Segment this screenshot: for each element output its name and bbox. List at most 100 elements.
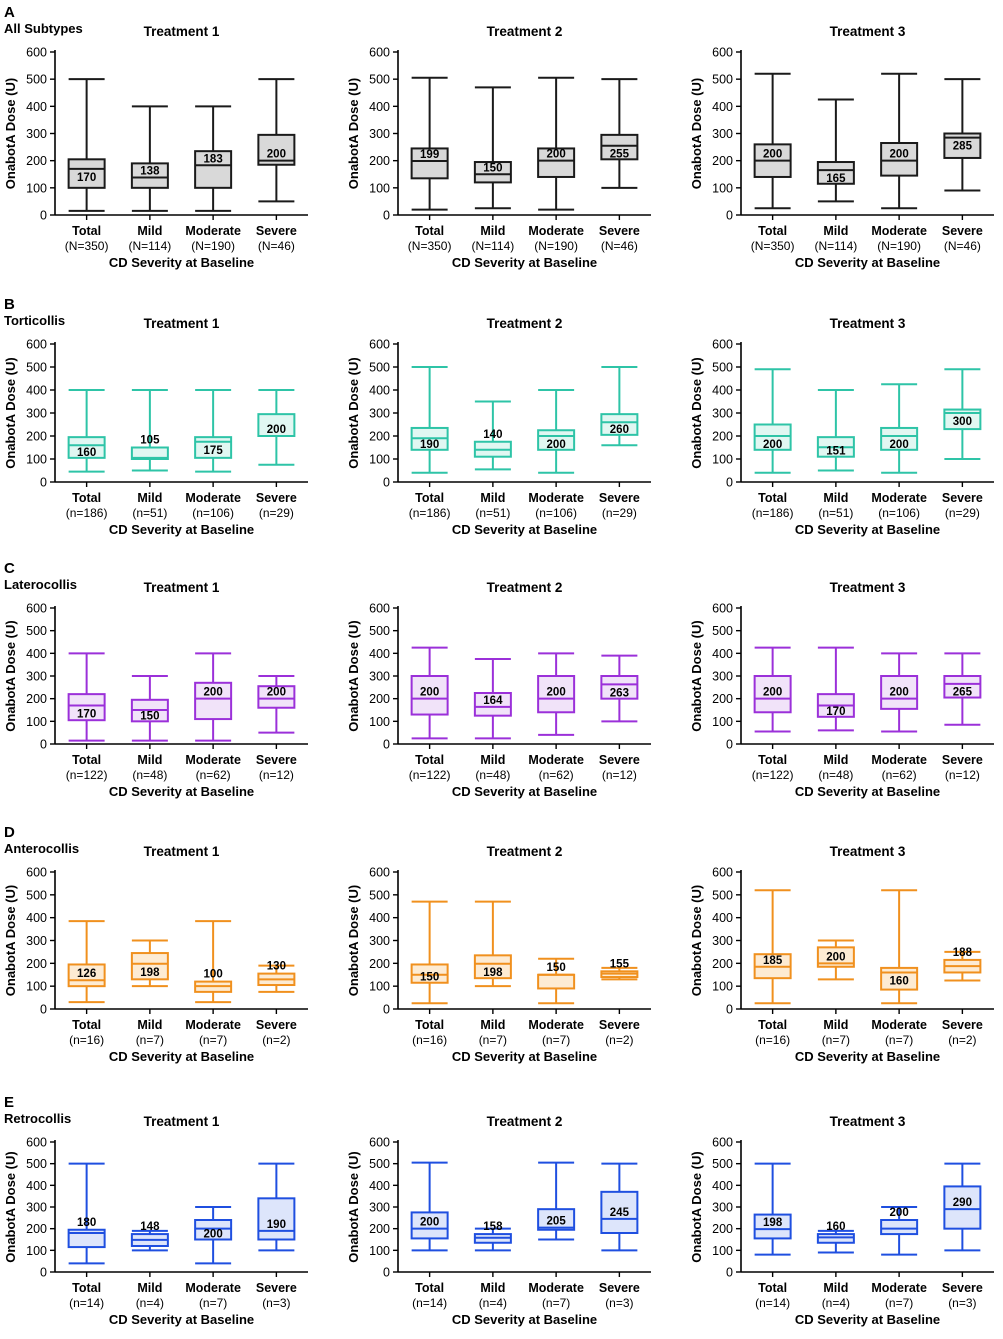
y-axis-label: OnabotA Dose (U) xyxy=(3,1151,18,1262)
box-moderate: 200 xyxy=(880,72,919,210)
box-total: 126 xyxy=(67,920,106,1004)
y-tick-label: 600 xyxy=(26,866,47,880)
chart-title: Treatment 2 xyxy=(487,316,563,331)
y-tick-label: 400 xyxy=(26,100,47,114)
y-tick-label: 0 xyxy=(726,738,733,752)
sample-size-label: (n=62) xyxy=(882,768,917,782)
y-tick-label: 200 xyxy=(712,154,733,168)
box-moderate: 200 xyxy=(537,652,576,736)
median-value-label: 200 xyxy=(267,687,286,699)
chart-b-treatment-1: Treatment 1 0 100 200 300 400 500 600 OnabotA Do… xyxy=(3,316,308,537)
sample-size-label: (n=29) xyxy=(945,506,980,520)
y-tick-label: 600 xyxy=(712,338,733,352)
x-tick-label: Total xyxy=(758,1018,787,1032)
y-tick-label: 600 xyxy=(369,866,390,880)
iqr-box xyxy=(194,681,233,721)
x-axis-label: CD Severity at Baseline xyxy=(795,784,940,799)
sample-size-label: (N=190) xyxy=(877,239,921,253)
sample-size-label: (n=4) xyxy=(136,1296,164,1310)
y-tick-label: 400 xyxy=(369,1179,390,1193)
x-tick-label: Severe xyxy=(256,753,297,767)
median-value-label: 300 xyxy=(953,416,972,428)
median-value-label: 170 xyxy=(826,706,845,718)
y-tick-label: 100 xyxy=(369,980,390,994)
x-tick-label: Severe xyxy=(256,491,297,505)
y-tick-label: 0 xyxy=(726,476,733,490)
y-tick-label: 0 xyxy=(40,476,47,490)
sample-size-label: (N=46) xyxy=(601,239,638,253)
median-value-label: 198 xyxy=(483,967,503,979)
chart-c-treatment-2: Treatment 2 0 100 200 300 400 500 600 OnabotA Do… xyxy=(346,580,651,799)
panel-letter: A xyxy=(4,4,15,21)
iqr-box xyxy=(194,150,233,189)
chart-title: Treatment 2 xyxy=(487,24,563,39)
median-value-label: 198 xyxy=(763,1217,783,1229)
x-tick-label: Moderate xyxy=(528,1281,584,1295)
y-tick-label: 100 xyxy=(369,453,390,467)
x-tick-label: Moderate xyxy=(185,224,241,238)
iqr-box xyxy=(130,952,169,981)
median-value-label: 200 xyxy=(267,149,286,161)
median-value-label: 263 xyxy=(610,687,629,699)
x-tick-label: Moderate xyxy=(185,753,241,767)
chart-a-treatment-2: Treatment 2 0 100 200 300 400 500 600 OnabotA Do… xyxy=(346,24,651,270)
x-tick-label: Moderate xyxy=(871,224,927,238)
box-mild: 198 xyxy=(473,900,512,988)
x-tick-label: Mild xyxy=(823,1018,848,1032)
box-severe: 260 xyxy=(600,366,639,447)
x-tick-label: Total xyxy=(758,753,787,767)
chart-b-treatment-3: Treatment 3 0 100 200 300 400 500 600 OnabotA Do… xyxy=(689,316,994,537)
median-value-label: 190 xyxy=(420,439,439,451)
iqr-box xyxy=(753,675,792,714)
box-total: 200 xyxy=(753,368,792,474)
sample-size-label: (n=186) xyxy=(752,506,794,520)
x-tick-label: Severe xyxy=(942,491,983,505)
median-value-label: 150 xyxy=(140,710,159,722)
box-moderate: 160 xyxy=(880,889,919,1005)
median-value-label: 155 xyxy=(610,958,630,970)
x-axis-label: CD Severity at Baseline xyxy=(795,522,940,537)
iqr-box xyxy=(943,675,982,699)
box-mild: 150 xyxy=(130,675,169,742)
y-tick-label: 100 xyxy=(369,715,390,729)
iqr-box xyxy=(257,1197,296,1241)
x-tick-label: Total xyxy=(415,1281,444,1295)
y-axis-label: OnabotA Dose (U) xyxy=(346,78,361,189)
box-moderate: 200 xyxy=(537,76,576,211)
median-value-label: 200 xyxy=(890,687,909,699)
sample-size-label: (n=2) xyxy=(948,1033,976,1047)
y-tick-label: 600 xyxy=(369,602,390,616)
x-axis-label: CD Severity at Baseline xyxy=(452,784,597,799)
x-tick-label: Mild xyxy=(480,1018,505,1032)
y-tick-label: 100 xyxy=(369,181,390,195)
sample-size-label: (N=350) xyxy=(65,239,109,253)
box-mild: 105 xyxy=(130,389,169,472)
median-value-label: 180 xyxy=(77,1217,96,1229)
y-tick-label: 500 xyxy=(712,1157,733,1171)
sample-size-label: (N=190) xyxy=(191,239,235,253)
panel-subtitle: All Subtypes xyxy=(4,21,83,36)
box-moderate: 150 xyxy=(537,957,576,1005)
x-tick-label: Moderate xyxy=(528,753,584,767)
x-tick-label: Severe xyxy=(256,1018,297,1032)
y-tick-label: 300 xyxy=(712,127,733,141)
y-tick-label: 100 xyxy=(26,980,47,994)
x-tick-label: Moderate xyxy=(871,491,927,505)
y-axis-label: OnabotA Dose (U) xyxy=(3,620,18,731)
box-severe: 265 xyxy=(943,652,982,726)
x-tick-label: Severe xyxy=(599,1018,640,1032)
box-severe: 255 xyxy=(600,78,639,189)
box-moderate: 200 xyxy=(880,1206,919,1256)
x-tick-label: Total xyxy=(415,1018,444,1032)
iqr-box xyxy=(537,147,576,178)
box-moderate: 200 xyxy=(880,652,919,733)
y-tick-label: 200 xyxy=(712,957,733,971)
x-axis-label: CD Severity at Baseline xyxy=(452,522,597,537)
iqr-box xyxy=(67,158,106,189)
sample-size-label: (n=16) xyxy=(755,1033,790,1047)
y-tick-label: 500 xyxy=(369,1157,390,1171)
y-tick-label: 200 xyxy=(369,692,390,706)
median-value-label: 200 xyxy=(890,149,909,161)
box-total: 199 xyxy=(410,76,449,211)
y-tick-label: 400 xyxy=(369,384,390,398)
